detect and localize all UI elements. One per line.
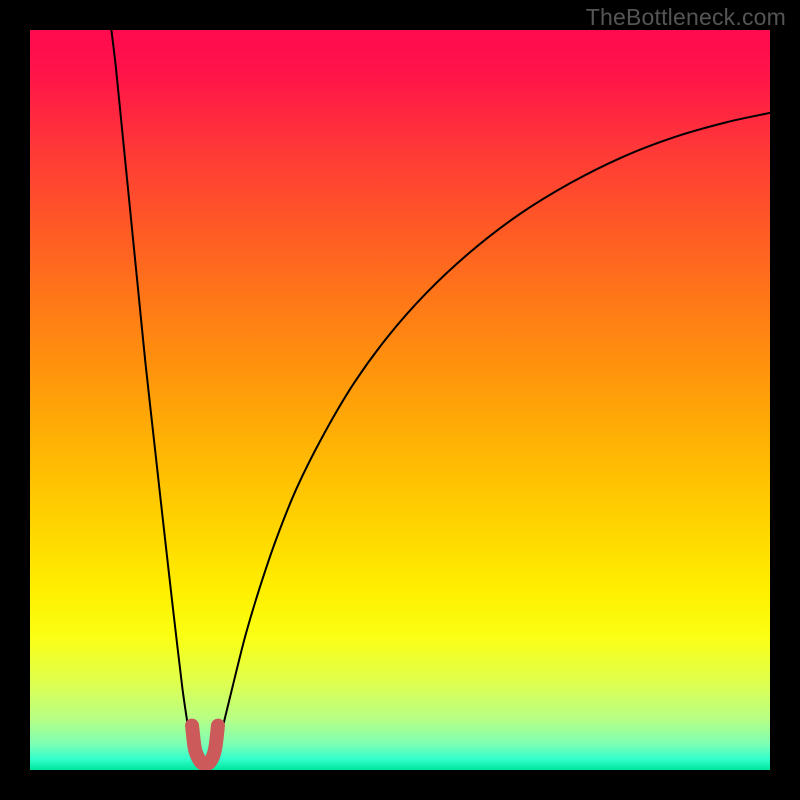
- chart-svg: [0, 0, 800, 800]
- bottleneck-chart: TheBottleneck.com: [0, 0, 800, 800]
- chart-background: [30, 30, 770, 770]
- watermark-label: TheBottleneck.com: [586, 4, 786, 31]
